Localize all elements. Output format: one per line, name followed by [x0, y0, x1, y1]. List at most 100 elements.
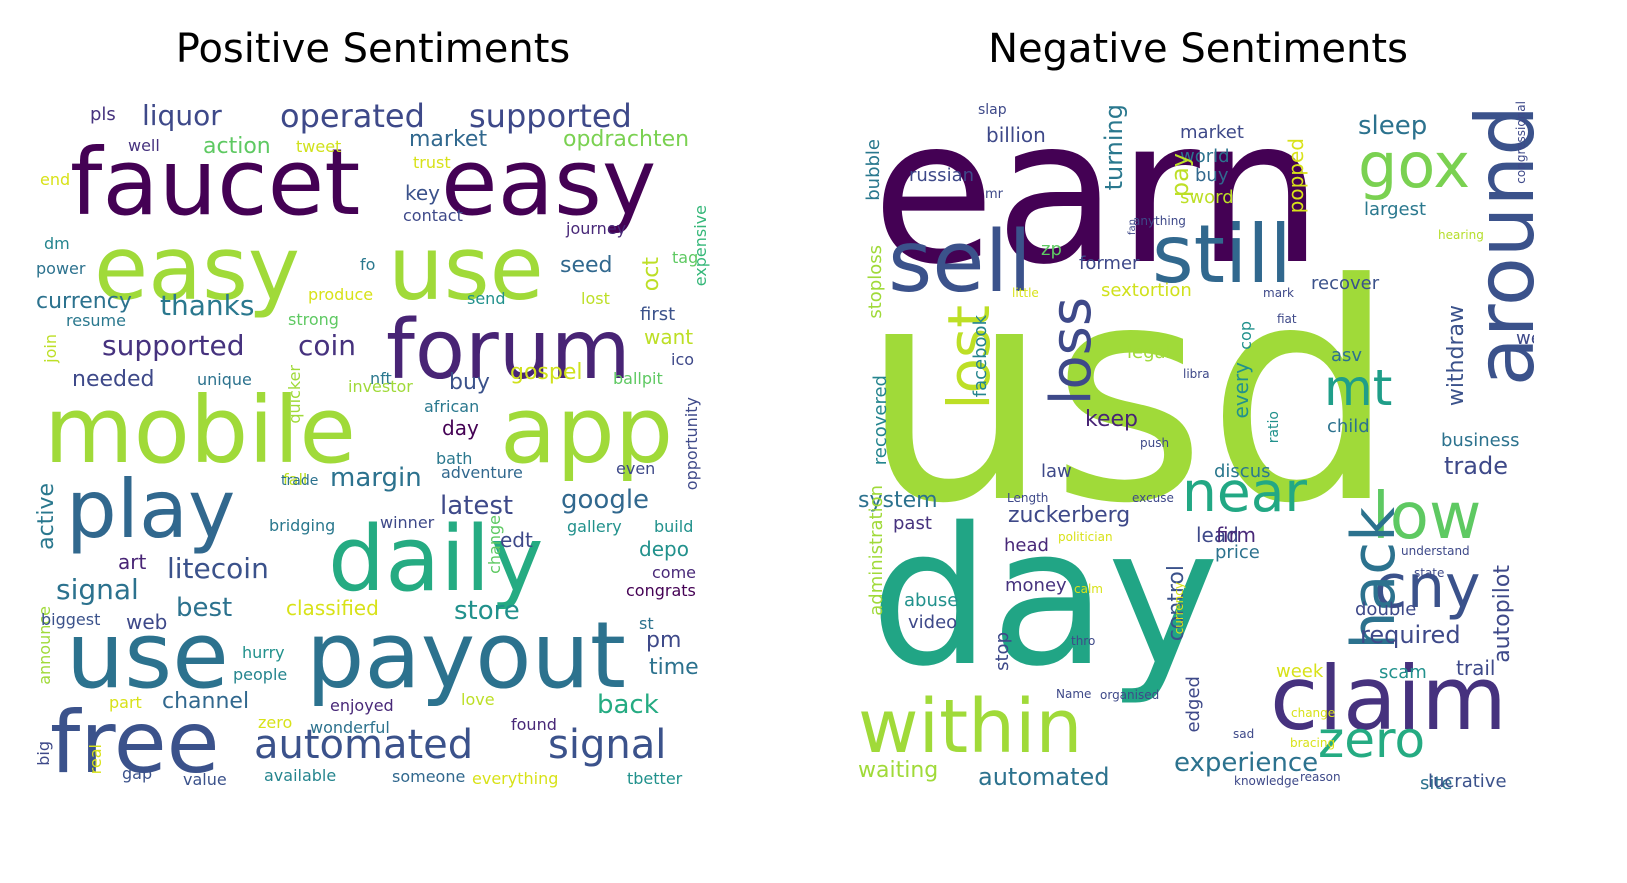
cloud-word: gospel — [510, 360, 583, 385]
cloud-word: action — [203, 134, 271, 159]
cloud-word: stoploss — [865, 245, 886, 319]
cloud-word: app — [500, 377, 674, 484]
cloud-word: buy — [449, 370, 490, 395]
cloud-word: pls — [90, 104, 116, 125]
cloud-word: depo — [639, 537, 689, 561]
cloud-word: art — [118, 550, 147, 574]
cloud-word: supported — [102, 329, 245, 362]
cloud-word: cop — [1236, 321, 1255, 350]
cloud-word: found — [511, 715, 557, 734]
cloud-word: african — [424, 397, 480, 416]
cloud-word: hurry — [242, 643, 285, 662]
cloud-word: double — [1355, 599, 1417, 620]
cloud-word: libra — [1183, 367, 1210, 381]
cloud-word: margin — [330, 463, 422, 493]
cloud-word: bubble — [863, 139, 884, 201]
cloud-word: everything — [472, 769, 559, 788]
cloud-word: forum — [386, 303, 631, 398]
cloud-word: popped — [1284, 138, 1308, 214]
cloud-word: well — [128, 136, 160, 155]
cloud-word: oct — [639, 257, 664, 292]
cloud-word: play — [66, 463, 236, 556]
positive-title: Positive Sentiments — [175, 26, 571, 72]
cloud-word: earn — [872, 95, 1324, 309]
cloud-word: gox — [1358, 129, 1471, 202]
cloud-word: store — [454, 596, 520, 626]
cloud-word: build — [654, 517, 694, 536]
cloud-word: someone — [392, 767, 466, 786]
cloud-word: bath — [436, 449, 473, 468]
cloud-word: love — [461, 690, 495, 709]
cloud-word: stop — [992, 632, 1013, 671]
cloud-word: needed — [72, 367, 155, 392]
cloud-word: enjoyed — [330, 696, 394, 715]
cloud-word: keep — [1085, 407, 1138, 432]
cloud-word: trade — [1444, 452, 1508, 480]
cloud-word: sell — [888, 213, 1032, 312]
cloud-word: low — [1372, 480, 1482, 554]
cloud-word: administration — [866, 485, 887, 616]
cloud-word: mt — [1324, 359, 1393, 417]
cloud-word: resume — [66, 311, 126, 330]
cloud-word: web — [126, 610, 168, 634]
positive-word-cloud: faucet easy easy use forum mobile app play daily… — [36, 95, 712, 807]
cloud-word: firm — [1216, 523, 1256, 547]
cloud-word: active — [36, 483, 59, 550]
cloud-word: join — [41, 334, 60, 363]
cloud-word: claim — [1270, 647, 1507, 750]
cloud-word: former — [1079, 253, 1140, 274]
cloud-word: anything — [1133, 214, 1186, 228]
cloud-word: expensive — [691, 205, 710, 287]
cloud-word: autopilot — [1490, 565, 1515, 663]
cloud-word: zero — [258, 713, 293, 732]
cloud-word: recovered — [870, 375, 891, 466]
cloud-word: use — [66, 602, 229, 709]
cloud-word: daily — [328, 507, 544, 612]
cloud-word: seed — [560, 253, 613, 278]
cloud-word: liquor — [142, 99, 222, 132]
cloud-word: adventure — [441, 463, 523, 482]
cloud-word: video — [908, 612, 958, 633]
cloud-word: sword — [1180, 187, 1234, 208]
cloud-word: pm — [646, 628, 682, 653]
cloud-word: state — [1414, 566, 1445, 580]
cloud-word: still — [1152, 208, 1292, 301]
cloud-word: fan — [1127, 219, 1138, 235]
cloud-word: world — [1180, 146, 1230, 167]
cloud-word: day — [870, 487, 1220, 708]
cloud-word: edt — [500, 528, 533, 552]
cloud-word: every — [1229, 362, 1253, 419]
cloud-word: winner — [380, 513, 435, 532]
cloud-word: fo — [360, 255, 376, 274]
cloud-word: abuse — [904, 590, 959, 611]
cloud-word: part — [109, 693, 142, 712]
cloud-word: largest — [1364, 199, 1427, 220]
cloud-word: thro — [1071, 634, 1096, 648]
cloud-word: signal — [56, 573, 139, 606]
cloud-word: billion — [986, 123, 1046, 147]
cloud-word: big — [36, 741, 53, 766]
cloud-word: little — [1012, 286, 1039, 300]
cloud-word: Name — [1056, 687, 1092, 701]
cloud-word: best — [176, 593, 233, 623]
cloud-word: trade — [281, 473, 319, 489]
cloud-word: well — [1516, 328, 1534, 349]
cloud-word: come — [652, 563, 697, 582]
cloud-word: ballpit — [613, 369, 663, 388]
cloud-word: Length — [1007, 491, 1049, 505]
cloud-word: day — [442, 416, 479, 440]
cloud-word: ico — [671, 350, 695, 369]
cloud-word: mobile — [44, 377, 357, 484]
cloud-word: wonderful — [310, 718, 390, 737]
cloud-word: calm — [1074, 582, 1103, 596]
cloud-word: biggest — [41, 610, 101, 629]
cloud-word: trail — [1456, 656, 1496, 680]
cloud-word: asv — [1331, 345, 1363, 366]
cloud-word: legal — [1127, 342, 1171, 363]
cloud-word: quicker — [285, 365, 304, 424]
cloud-word: produce — [308, 285, 374, 304]
cloud-word: sad — [1233, 727, 1255, 741]
cloud-word: russian — [909, 165, 975, 186]
cloud-word: gap — [122, 764, 153, 783]
cloud-word: push — [1140, 436, 1170, 450]
